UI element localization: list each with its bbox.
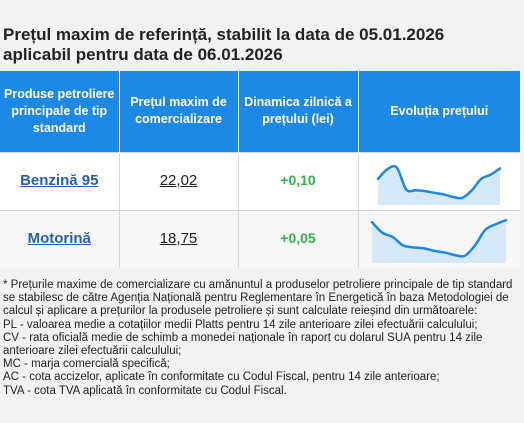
footnote-cv: CV - rata oficială medie de schimb a mon… [3, 331, 483, 358]
product-cell: Benzină 95 [0, 151, 119, 210]
table-row: Benzină 95 22,02 +0,10 [0, 151, 520, 210]
price-cell: 18,75 [118, 209, 238, 268]
price-trend-sparkline [371, 219, 508, 264]
title-line-1: Prețul maxim de referință, stabilit la d… [3, 25, 445, 44]
header-daily-change: Dinamica zilnică a prețului (lei) [237, 71, 358, 152]
table-row: Motorină 18,75 +0,05 [0, 209, 520, 268]
change-value: +0,05 [280, 230, 316, 247]
price-cell: 22,02 [118, 151, 238, 210]
footnote-tva: TVA - cota TVA aplicată în conformitate … [3, 384, 287, 397]
footnote-pl: PL - valoarea medie a cotațiilor medii P… [3, 318, 478, 331]
product-cell: Motorină [0, 209, 119, 268]
price-trend-sparkline [377, 164, 502, 205]
change-cell: +0,05 [237, 209, 358, 268]
title-line-2: aplicabil pentru data de 06.01.2026 [3, 45, 283, 64]
header-price-evolution: Evoluția prețului [357, 71, 520, 152]
product-link-benzina-95[interactable]: Benzină 95 [20, 172, 99, 189]
sparkline-area [378, 166, 501, 205]
change-value: +0,10 [280, 172, 316, 188]
sparkline-area [372, 220, 507, 264]
product-link-motorina[interactable]: Motorină [27, 230, 91, 248]
change-cell: +0,10 [237, 151, 358, 210]
footnotes: * Prețurile maxime de comercializare cu … [3, 279, 518, 398]
header-max-price: Prețul maxim de comercializare [118, 71, 238, 152]
header-products: Produse petroliere principale de tip sta… [0, 71, 119, 152]
footnote-ac: AC - cota accizelor, aplicate în conform… [3, 371, 440, 384]
price-table: Produse petroliere principale de tip sta… [0, 71, 520, 268]
page-title: Prețul maxim de referință, stabilit la d… [3, 25, 518, 65]
price-value: 22,02 [159, 172, 198, 189]
table-header-row: Produse petroliere principale de tip sta… [0, 71, 520, 152]
footnote-mc: MC - marja comercială specifică; [3, 358, 170, 371]
trend-cell [357, 209, 520, 268]
sparkline-line [377, 164, 502, 200]
footnote-intro: * Prețurile maxime de comercializare cu … [3, 279, 513, 318]
price-value: 18,75 [159, 230, 198, 248]
sparkline-line [371, 219, 508, 258]
trend-cell [357, 151, 520, 210]
